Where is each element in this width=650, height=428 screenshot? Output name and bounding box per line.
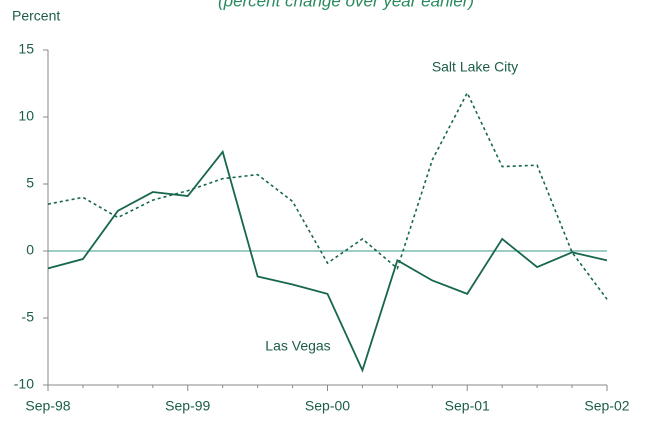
y-tick-label: -10 [14, 376, 34, 392]
y-tick-label: 0 [26, 242, 34, 258]
x-tick-label: Sep-02 [584, 398, 629, 414]
y-tick-label: 10 [18, 108, 34, 124]
series-label: Salt Lake City [432, 59, 518, 75]
y-tick-label: 15 [18, 41, 34, 57]
y-tick-label: 5 [26, 175, 34, 191]
series-label: Las Vegas [265, 338, 330, 354]
x-tick-label: Sep-00 [305, 398, 350, 414]
y-tick-label: -5 [22, 309, 35, 325]
x-tick-label: Sep-01 [445, 398, 490, 414]
x-tick-label: Sep-98 [25, 398, 70, 414]
chart-subtitle: (percent change over year earlier) [218, 0, 474, 10]
y-axis-label: Percent [12, 8, 60, 24]
series-line [47, 149, 608, 373]
series-line [47, 91, 608, 300]
x-tick-label: Sep-99 [165, 398, 210, 414]
